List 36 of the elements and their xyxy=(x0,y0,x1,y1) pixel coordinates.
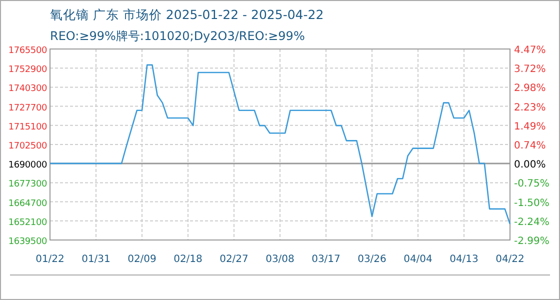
y-tick-label: 1664700 xyxy=(8,198,48,209)
x-tick-label: 03/17 xyxy=(312,254,340,265)
x-tick-label: 04/13 xyxy=(450,254,478,265)
y-tick-label: 1677300 xyxy=(8,180,48,190)
y2-tick-label: 1.49% xyxy=(514,121,546,132)
x-tick-label: 02/09 xyxy=(128,254,156,265)
x-tick-label: 04/04 xyxy=(404,254,432,265)
x-tick-label: 01/22 xyxy=(36,254,64,265)
chart-subtitle: REO:≥99%牌号:101020;Dy2O3/REO:≥99% xyxy=(50,29,305,43)
y2-tick-label: 2.23% xyxy=(514,102,546,114)
y2-tick-label: 0.74% xyxy=(514,140,546,152)
y2-tick-label: 2.98% xyxy=(514,83,546,94)
y2-tick-label: 3.72% xyxy=(514,64,546,76)
x-tick-label: 03/26 xyxy=(358,254,386,265)
y2-tick-label: -2.24% xyxy=(514,216,550,228)
y-tick-label: 1752900 xyxy=(8,65,48,76)
y-tick-label: 1702500 xyxy=(8,142,48,152)
y-tick-label: 1652100 xyxy=(8,218,48,228)
y-tick-label: 1740300 xyxy=(8,84,48,94)
chart-title: 氧化镝 广东 市场价 2025-01-22 - 2025-04-22 xyxy=(50,7,324,22)
y2-tick-label: 4.47% xyxy=(514,45,546,56)
x-tick-label: 02/27 xyxy=(220,254,248,265)
y-tick-label: 1715100 xyxy=(8,122,48,132)
y2-tick-label: -1.50% xyxy=(514,198,550,209)
x-tick-label: 02/18 xyxy=(174,254,202,265)
y-tick-label: 1639500 xyxy=(8,237,48,247)
y2-tick-label: -2.99% xyxy=(514,236,550,247)
y-tick-label: 1765500 xyxy=(8,46,48,56)
y-tick-label: 1690000 xyxy=(8,160,48,170)
y-tick-label: 1727700 xyxy=(8,103,48,114)
x-tick-label: 04/22 xyxy=(496,254,524,265)
x-tick-label: 03/08 xyxy=(266,254,294,265)
line-series xyxy=(49,64,511,225)
y2-tick-label: -0.75% xyxy=(514,178,550,190)
y2-tick-label: 0.00% xyxy=(514,159,546,170)
x-tick-label: 01/31 xyxy=(82,254,110,265)
